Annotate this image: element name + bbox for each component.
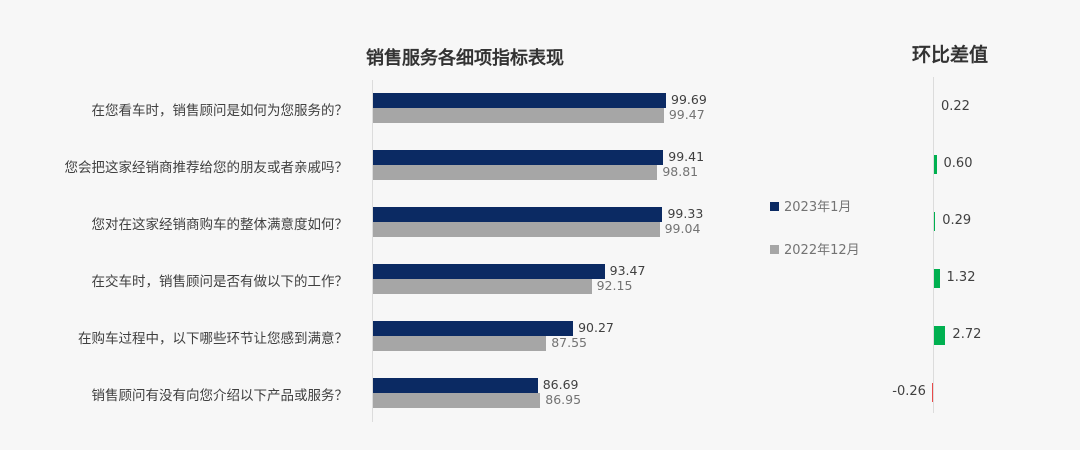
- diff-title: 环比差值: [911, 44, 988, 66]
- value-label-previous: 86.95: [545, 392, 582, 407]
- legend-item-current: 2023年1月: [770, 196, 851, 215]
- bar-current: [373, 264, 605, 279]
- legend-swatch-previous: [770, 245, 779, 254]
- diff-bar: [934, 155, 937, 174]
- value-label-current: 99.33: [667, 206, 704, 221]
- value-label-current: 86.69: [542, 377, 579, 392]
- bar-previous: [373, 165, 658, 180]
- chart-title: 销售服务各细项指标表现: [366, 48, 564, 69]
- bar-previous: [373, 108, 664, 123]
- bar-previous: [373, 393, 541, 408]
- bar-current: [373, 150, 664, 165]
- diff-bar: [934, 212, 936, 231]
- category-label: 您对在这家经销商购车的整体满意度如何？: [91, 217, 349, 233]
- category-label: 在交车时，销售顾问是否有做以下的工作？: [91, 274, 349, 290]
- legend-swatch-current: [770, 202, 779, 211]
- diff-bar: [934, 326, 946, 345]
- value-label-current: 90.27: [578, 320, 614, 335]
- value-label-previous: 92.15: [596, 278, 633, 293]
- value-label-current: 99.41: [668, 149, 705, 164]
- bar-current: [373, 207, 663, 222]
- category-label: 您会把这家经销商推荐给您的朋友或者亲戚吗？: [64, 160, 349, 176]
- value-label-previous: 98.81: [662, 164, 699, 179]
- value-label-current: 99.69: [671, 92, 707, 107]
- diff-bar: [931, 383, 933, 402]
- bar-current: [373, 93, 667, 108]
- diff-value-label: 0.29: [942, 213, 972, 228]
- value-label-previous: 87.55: [551, 335, 587, 350]
- diff-value-label: 1.32: [946, 270, 976, 285]
- bar-current: [373, 321, 574, 336]
- bar-previous: [373, 336, 547, 351]
- diff-value-label: 0.22: [941, 99, 970, 114]
- diff-axis: [933, 77, 934, 413]
- diff-value-label: 2.72: [952, 327, 982, 342]
- diff-value-label: -0.26: [892, 384, 926, 399]
- legend-item-previous: 2022年12月: [770, 239, 860, 258]
- diff-bar: [934, 269, 940, 288]
- value-label-previous: 99.47: [668, 107, 705, 122]
- bar-previous: [373, 279, 592, 294]
- category-axis: [372, 80, 373, 422]
- category-label: 在您看车时，销售顾问是如何为您服务的？: [91, 103, 349, 119]
- diff-value-label: 0.60: [943, 156, 973, 171]
- category-label: 销售顾问有没有向您介绍以下产品或服务？: [91, 388, 349, 404]
- bar-previous: [373, 222, 660, 237]
- bar-current: [373, 378, 538, 393]
- value-label-current: 93.47: [609, 263, 646, 278]
- category-label: 在购车过程中，以下哪些环节让您感到满意？: [78, 331, 348, 347]
- value-label-previous: 99.04: [664, 221, 701, 236]
